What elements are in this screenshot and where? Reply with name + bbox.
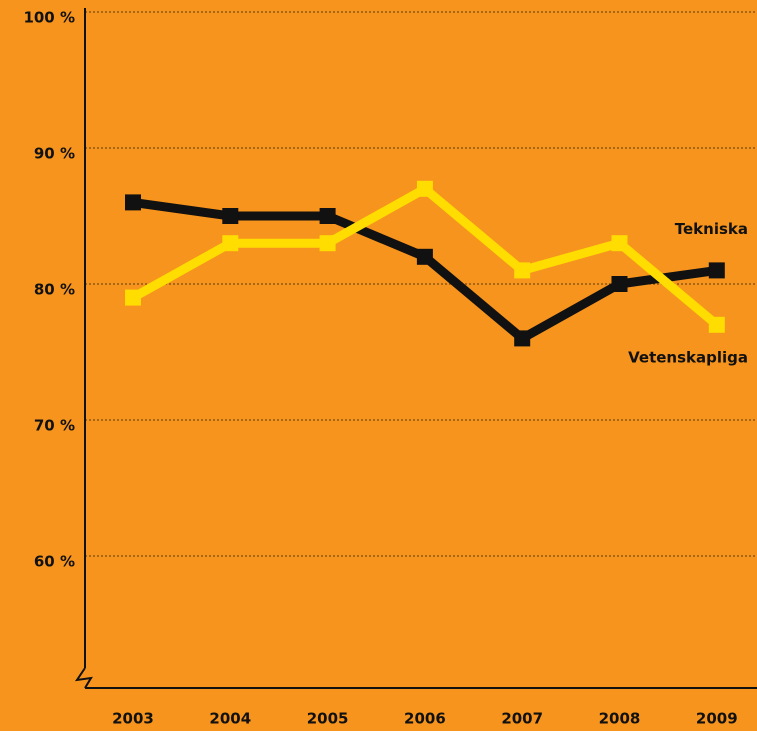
x-tick-label: 2008 <box>599 710 641 728</box>
y-tick-label: 90 % <box>34 145 75 163</box>
point-marker <box>708 262 725 279</box>
axis-break <box>74 667 93 689</box>
y-tick-label: 80 % <box>34 281 75 299</box>
series-label: Vetenskapliga <box>628 348 748 366</box>
point-marker <box>514 262 531 279</box>
point-marker <box>222 208 239 224</box>
point-marker <box>611 235 628 252</box>
point-marker <box>125 289 141 306</box>
point-marker <box>611 276 628 292</box>
point-marker <box>416 248 433 265</box>
x-tick-label: 2004 <box>209 710 251 728</box>
point-marker <box>708 316 725 333</box>
point-marker <box>319 235 336 252</box>
point-marker <box>222 235 239 252</box>
x-tick-label: 2005 <box>307 710 349 728</box>
series-label: Tekniska <box>675 220 748 238</box>
point-marker <box>514 330 531 347</box>
point-marker <box>416 180 433 197</box>
y-tick-label: 100 % <box>23 9 75 27</box>
y-tick-label: 60 % <box>34 553 75 571</box>
x-tick-label: 2006 <box>404 710 446 728</box>
x-tick-label: 2007 <box>501 710 543 728</box>
x-tick-label: 2009 <box>696 710 738 728</box>
y-tick-label: 70 % <box>34 417 75 435</box>
point-marker <box>319 208 336 224</box>
point-marker <box>125 194 141 211</box>
x-tick-label: 2003 <box>112 710 154 728</box>
